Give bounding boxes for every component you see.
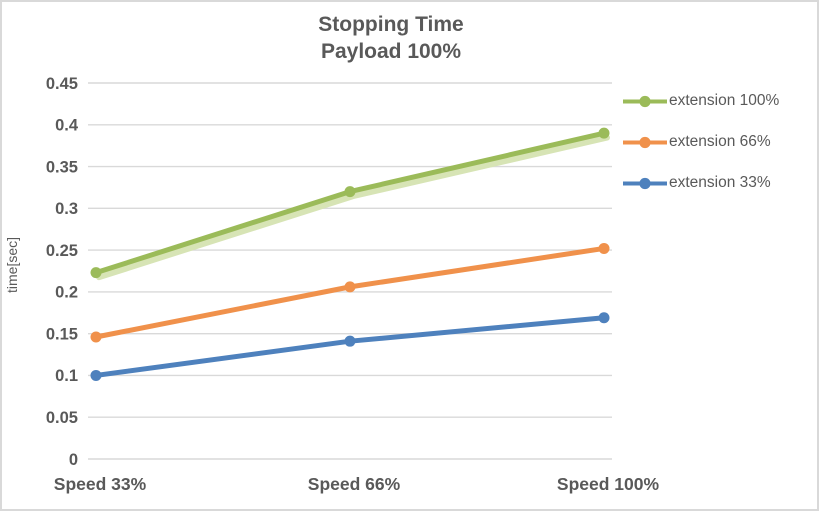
- y-axis-title: time[sec]: [4, 237, 20, 293]
- data-point: [344, 335, 356, 347]
- y-tick-label: 0: [69, 451, 78, 469]
- y-tick-label: 0.2: [55, 284, 78, 302]
- line-marker-icon: [623, 136, 667, 148]
- legend-item-extension-66: extension 66%: [622, 132, 779, 152]
- data-point: [598, 127, 610, 139]
- y-tick-label: 0.3: [55, 200, 78, 218]
- y-tick-label: 0.35: [46, 158, 78, 176]
- line-marker-icon: [623, 177, 667, 189]
- data-point: [344, 281, 356, 293]
- data-point: [90, 369, 102, 381]
- y-tick-label: 0.15: [46, 325, 78, 343]
- chart-title: Stopping Time Payload 100%: [2, 11, 780, 65]
- chart-title-line1: Stopping Time: [318, 13, 464, 36]
- y-tick-label: 0.45: [46, 75, 78, 93]
- legend: extension 100% extension 66% extension 3…: [622, 91, 779, 214]
- y-tick-label: 0.1: [55, 367, 78, 385]
- data-point: [598, 312, 610, 324]
- data-point: [344, 186, 356, 198]
- y-tick-label: 0.25: [46, 242, 78, 260]
- data-point: [90, 267, 102, 279]
- data-point: [598, 242, 610, 254]
- chart-title-line2: Payload 100%: [320, 40, 462, 63]
- legend-item-extension-100: extension 100%: [622, 91, 779, 111]
- data-point: [90, 331, 102, 343]
- x-tick-label: Speed 33%: [54, 474, 147, 494]
- legend-label: extension 100%: [669, 92, 780, 109]
- x-tick-label: Speed 100%: [557, 474, 660, 494]
- x-tick-label: Speed 66%: [308, 474, 401, 494]
- legend-label: extension 33%: [669, 174, 771, 191]
- legend-label: extension 66%: [669, 133, 771, 150]
- y-tick-label: 0.4: [55, 117, 79, 135]
- line-marker-icon: [623, 95, 667, 107]
- y-tick-label: 0.05: [46, 409, 78, 427]
- series-glow: [96, 134, 610, 281]
- legend-item-extension-33: extension 33%: [622, 173, 779, 193]
